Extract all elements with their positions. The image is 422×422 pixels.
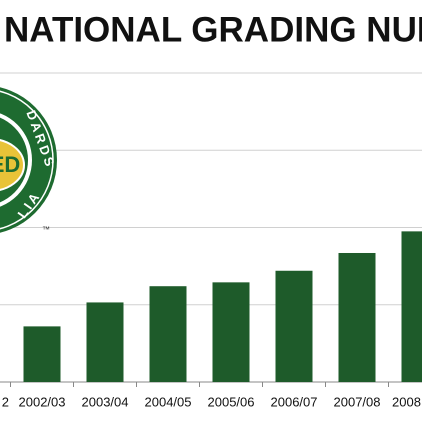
x-tick-label: 2006/07 xyxy=(271,394,318,409)
x-tick-label: 2003/04 xyxy=(82,394,129,409)
x-tick-label: 2 xyxy=(2,394,9,409)
logo-center-text: ED xyxy=(0,152,20,177)
bar xyxy=(401,231,422,382)
bar xyxy=(86,302,124,382)
logo-ring xyxy=(0,90,54,230)
bar xyxy=(23,326,61,382)
chart-title: NATIONAL GRADING NUM xyxy=(4,10,422,49)
x-tick-label: 2005/06 xyxy=(208,394,255,409)
bar xyxy=(149,286,187,382)
x-tick-label: 2002/03 xyxy=(19,394,66,409)
logo-trademark: ™ xyxy=(42,225,50,234)
x-tick-label: 2004/05 xyxy=(145,394,192,409)
bar xyxy=(275,270,313,382)
x-tick-label: 2008 xyxy=(392,394,421,409)
logo-badge xyxy=(0,139,25,191)
bar xyxy=(212,282,250,382)
bar xyxy=(338,252,376,382)
x-tick-label: 2007/08 xyxy=(334,394,381,409)
